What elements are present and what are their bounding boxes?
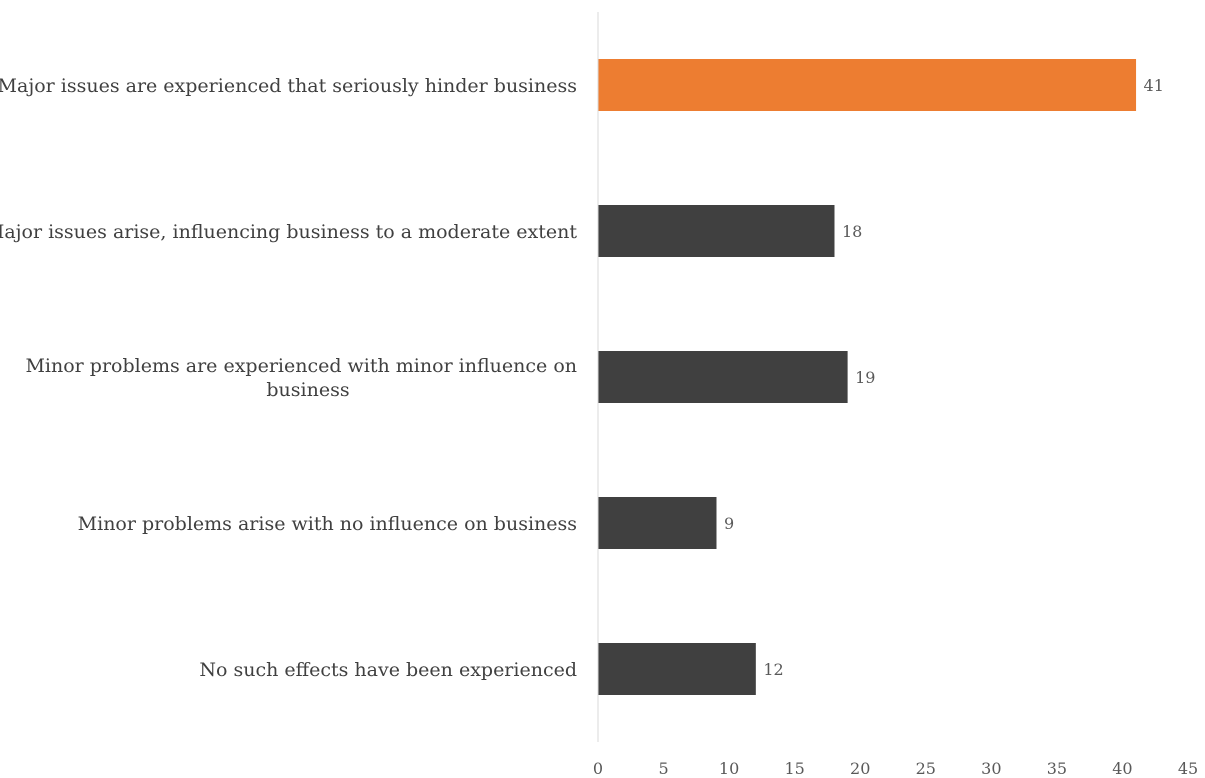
x-tick-label: 10	[719, 759, 739, 778]
bar	[598, 497, 717, 549]
category-label: business	[266, 379, 349, 401]
bar	[598, 59, 1137, 111]
x-tick-label: 0	[593, 759, 603, 778]
bar	[598, 643, 756, 695]
data-label: 18	[842, 222, 862, 241]
x-tick-label: 25	[916, 759, 936, 778]
category-label: Minor problems are experienced with mino…	[25, 355, 577, 377]
category-label: Minor problems arise with no influence o…	[78, 513, 577, 535]
x-tick-label: 20	[850, 759, 870, 778]
bar	[598, 351, 848, 403]
x-tick-label: 40	[1112, 759, 1132, 778]
data-label: 9	[724, 514, 734, 533]
x-tick-label: 35	[1047, 759, 1067, 778]
data-label: 41	[1144, 76, 1164, 95]
x-tick-label: 5	[658, 759, 668, 778]
x-tick-label: 15	[784, 759, 804, 778]
category-label: Major issues arise, influencing business…	[0, 221, 577, 243]
x-tick-label: 30	[981, 759, 1001, 778]
data-label: 12	[763, 660, 783, 679]
bar	[598, 205, 835, 257]
category-label: No such effects have been experienced	[199, 659, 577, 681]
data-label: 19	[855, 368, 875, 387]
category-label: Major issues are experienced that seriou…	[0, 75, 577, 97]
x-tick-label: 45	[1178, 759, 1198, 778]
